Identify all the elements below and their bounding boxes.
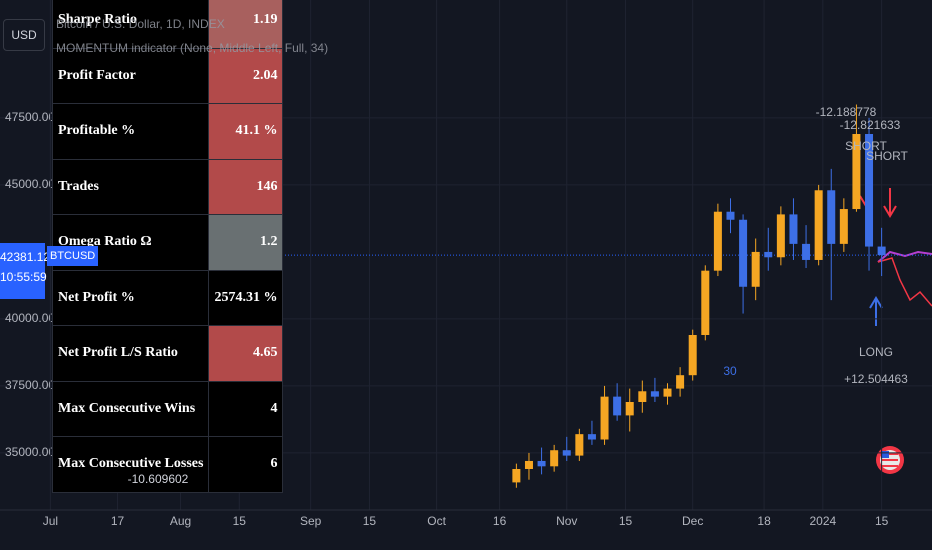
candle-body <box>713 211 722 271</box>
y-tick-label: 47500.00 <box>5 110 55 124</box>
stats-row: Max Consecutive Losses 6 <box>51 436 284 493</box>
x-tick-label: Jul <box>43 514 58 528</box>
symbol-label: BTCUSD <box>47 246 99 266</box>
candle-body <box>676 375 685 389</box>
y-tick-label: 37500.00 <box>5 378 55 392</box>
stat-label: Profitable % <box>51 103 210 160</box>
flag-icon <box>876 446 904 474</box>
stats-row: Max Consecutive Wins 4 <box>51 380 284 437</box>
candle-body <box>776 214 785 258</box>
stats-row: Net Profit L/S Ratio 4.65 <box>51 325 284 382</box>
candle-body <box>839 209 848 244</box>
candle-body <box>600 396 609 440</box>
x-tick-label: 15 <box>233 514 247 528</box>
stat-value: 4.65 <box>208 325 284 382</box>
annotation: LONG <box>859 345 893 359</box>
candle-body <box>550 450 559 467</box>
stat-label: Net Profit % <box>51 269 210 326</box>
candle-body <box>638 391 647 402</box>
x-tick-label: 16 <box>493 514 507 528</box>
forecast-line <box>877 257 932 307</box>
candle-body <box>739 219 748 287</box>
long-arrow <box>869 296 883 326</box>
stat-label: Max Consecutive Wins <box>51 380 210 437</box>
x-tick-label: Nov <box>556 514 577 528</box>
x-tick-label: 18 <box>757 514 771 528</box>
x-tick-label: Dec <box>682 514 703 528</box>
annotation: 30 <box>723 364 737 378</box>
candle-body <box>650 391 659 397</box>
y-tick-label: 35000.00 <box>5 445 55 459</box>
stat-value: 1.2 <box>208 214 284 271</box>
annotation: SHORT <box>866 149 908 163</box>
last-price: 42381.12 <box>0 250 51 264</box>
stat-value: 2574.31 % <box>208 269 284 326</box>
annotation: -12.188778 <box>816 105 877 119</box>
x-tick-label: Aug <box>170 514 191 528</box>
short-arrow <box>883 188 897 218</box>
x-tick-label: 2024 <box>809 514 836 528</box>
stat-label: Profit Factor <box>51 47 210 104</box>
candle-body <box>827 190 836 244</box>
candle-body <box>814 190 823 260</box>
countdown: 10:55:59 <box>0 270 47 284</box>
stats-table: Sharpe Ratio 1.19 Profit Factor 2.04 Profita… <box>51 0 284 493</box>
stat-label: Sharpe Ratio <box>51 0 210 49</box>
stat-value: 41.1 % <box>208 103 284 160</box>
stat-value: 4 <box>208 380 284 437</box>
x-tick-label: 15 <box>363 514 377 528</box>
candle-body <box>764 251 773 258</box>
y-tick-label: 45000.00 <box>5 177 55 191</box>
candle-body <box>562 450 571 456</box>
candle-body <box>789 214 798 244</box>
candle-body <box>587 434 596 440</box>
candle-body <box>865 133 874 247</box>
x-tick-label: 17 <box>111 514 125 528</box>
candle-body <box>512 468 521 483</box>
candle-body <box>802 243 811 260</box>
candle-body <box>575 434 584 456</box>
candle-body <box>537 460 546 467</box>
stat-label: Trades <box>51 158 210 215</box>
stats-row: Trades 146 <box>51 158 284 215</box>
candle-body <box>625 401 634 416</box>
x-tick-label: 15 <box>619 514 633 528</box>
stats-row: Profit Factor 2.04 <box>51 47 284 104</box>
candle-body <box>877 246 886 256</box>
y-tick-label: 40000.00 <box>5 311 55 325</box>
x-tick-label: 15 <box>875 514 889 528</box>
candle-body <box>701 270 710 335</box>
candle-body <box>524 460 533 469</box>
currency-button[interactable]: USD <box>3 19 45 51</box>
stat-value: 6 <box>208 436 284 493</box>
stat-value: 2.04 <box>208 47 284 104</box>
forecast-line <box>877 250 932 263</box>
stat-label: Max Consecutive Losses <box>51 436 210 493</box>
stat-value: 1.19 <box>208 0 284 49</box>
stats-row: Sharpe Ratio 1.19 <box>51 0 284 49</box>
price-label: 42381.12 10:55:59 <box>0 243 51 299</box>
x-tick-label: Oct <box>427 514 446 528</box>
candle-body <box>751 251 760 287</box>
candle-body <box>613 396 622 416</box>
candle-body <box>726 211 735 220</box>
stat-value: 146 <box>208 158 284 215</box>
annotation: -12.821633 <box>840 118 901 132</box>
candle-body <box>663 388 672 397</box>
stats-row: Profitable % 41.1 % <box>51 103 284 160</box>
stat-label: Net Profit L/S Ratio <box>51 325 210 382</box>
annotation: SHORT <box>845 139 887 153</box>
candle-body <box>852 133 861 210</box>
x-tick-label: Sep <box>300 514 322 528</box>
stats-row: Net Profit % 2574.31 % <box>51 269 284 326</box>
annotation: +12.504463 <box>844 372 908 386</box>
candle-body <box>688 334 697 376</box>
